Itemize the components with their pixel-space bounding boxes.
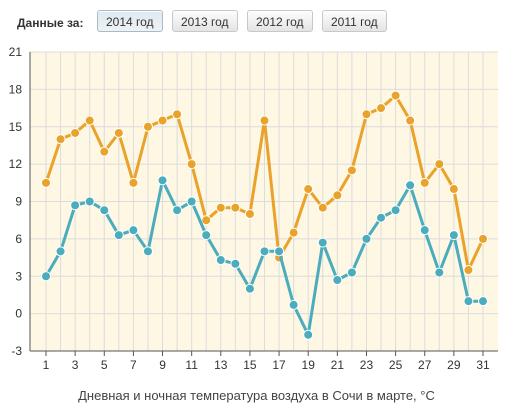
x-tick-label: 17 [272,358,286,372]
day-temperature-point [317,202,328,213]
night-temperature-point [113,230,124,241]
day-temperature-point [288,227,299,238]
x-tick-label: 7 [130,358,137,372]
day-temperature-point [419,177,430,188]
day-temperature-point [215,202,226,213]
night-temperature-point [201,230,212,241]
x-tick-label: 3 [72,358,79,372]
day-temperature-point [84,115,95,126]
night-temperature-point [390,205,401,216]
night-temperature-point [99,205,110,216]
day-temperature-point [201,215,212,226]
night-temperature-point [463,296,474,307]
day-temperature-point [405,115,416,126]
y-tick-label: 3 [15,269,22,283]
night-temperature-point [41,271,51,282]
x-tick-label: 23 [360,358,374,372]
night-temperature-point [317,237,328,248]
day-temperature-point [361,109,372,120]
day-temperature-point [142,121,153,132]
day-temperature-point [128,177,139,188]
data-for-label: Данные за: [17,16,84,30]
night-temperature-point [361,233,372,244]
x-tick-label: 15 [243,358,257,372]
night-temperature-point [332,274,343,285]
day-temperature-point [41,177,51,188]
x-tick-label: 1 [43,358,50,372]
x-tick-label: 25 [389,358,403,372]
day-temperature-point [113,127,124,138]
y-tick-label: 12 [9,157,23,171]
night-temperature-point [259,246,270,257]
day-temperature-point [70,127,81,138]
night-temperature-point [376,212,387,223]
x-axis-title: Дневная и ночная температура воздуха в С… [78,388,435,403]
day-temperature-point [172,109,183,120]
night-temperature-point [244,283,255,294]
day-temperature-point [478,233,488,244]
day-temperature-point [376,103,387,114]
x-tick-label: 11 [185,358,198,372]
x-tick-label: 31 [476,358,490,372]
y-tick-label: 21 [9,45,23,59]
day-temperature-point [463,265,474,276]
day-temperature-point [346,165,357,176]
day-temperature-point [448,184,459,195]
y-tick-label: -3 [11,344,22,358]
x-tick-label: 5 [101,358,108,372]
night-temperature-point [303,329,314,340]
x-tick-label: 13 [214,358,228,372]
day-temperature-point [99,146,110,157]
day-temperature-point [157,115,168,126]
day-temperature-point [244,208,255,219]
night-temperature-point [274,246,285,257]
night-temperature-point [172,205,183,216]
night-temperature-point [55,246,66,257]
night-temperature-point [128,225,139,236]
x-tick-label: 29 [447,358,461,372]
x-tick-label: 9 [159,358,166,372]
day-temperature-point [186,159,197,170]
night-temperature-point [346,267,357,278]
night-temperature-point [405,180,416,191]
night-temperature-point [142,246,153,257]
night-temperature-point [478,296,488,307]
night-temperature-point [434,267,445,278]
night-temperature-point [215,255,226,266]
night-temperature-point [70,200,81,211]
y-tick-label: 9 [15,195,22,209]
year-2011-button[interactable]: 2011 год [322,10,387,32]
x-tick-label: 21 [331,358,345,372]
year-2013-button[interactable]: 2013 год [172,10,238,32]
day-temperature-point [303,184,314,195]
day-temperature-point [390,90,401,101]
y-tick-label: 15 [9,120,23,134]
y-tick-label: 18 [9,82,23,96]
night-temperature-point [448,230,459,241]
y-tick-label: 6 [15,232,22,246]
day-temperature-point [55,134,66,145]
year-2012-button[interactable]: 2012 год [247,10,313,32]
night-temperature-point [419,225,430,236]
night-temperature-point [84,196,95,207]
day-temperature-point [259,115,270,126]
night-temperature-point [288,299,299,310]
night-temperature-point [230,258,241,269]
day-temperature-point [332,190,343,201]
x-tick-label: 27 [418,358,432,372]
x-tick-label: 19 [302,358,316,372]
year-toolbar: Данные за: 2014 год 2013 год 2012 год 20… [0,10,513,36]
y-tick-label: 0 [15,307,22,321]
day-temperature-point [230,202,241,213]
night-temperature-point [157,175,168,186]
day-temperature-point [434,159,445,170]
year-2014-button[interactable]: 2014 год [97,10,163,32]
night-temperature-point [186,196,197,207]
